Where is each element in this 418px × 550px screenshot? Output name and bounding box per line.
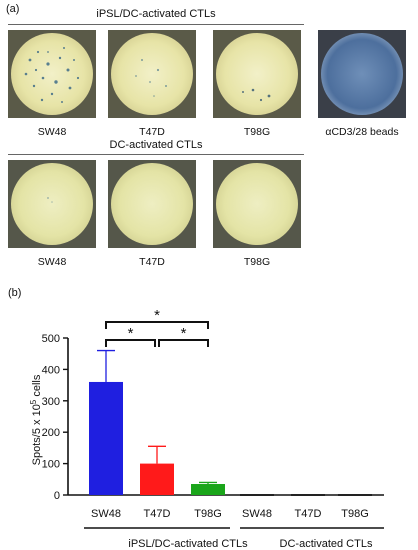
y-tick-label-2: 200 bbox=[42, 427, 60, 439]
sig-bracket-1 bbox=[105, 339, 156, 347]
panel-b-label: (b) bbox=[8, 287, 22, 299]
x-tick-label-0: SW48 bbox=[91, 508, 121, 520]
x-tick-label-3: SW48 bbox=[242, 508, 272, 520]
group-label-ipsl: iPSL/DC-activated CTLs bbox=[128, 538, 248, 550]
y-tick-label-4: 400 bbox=[42, 364, 60, 376]
well-label-dc-t47d: T47D bbox=[139, 256, 165, 268]
well-label-dc-t98g: T98G bbox=[243, 256, 271, 268]
y-tick-label-3: 300 bbox=[42, 396, 60, 408]
group1-rule bbox=[8, 24, 304, 25]
well-ipsl-sw48 bbox=[8, 30, 96, 118]
well-ipsl-t47d bbox=[108, 30, 196, 118]
sig-star-2: * bbox=[181, 325, 187, 342]
x-tick-label-2: T98G bbox=[194, 508, 222, 520]
x-tick-label-4: T47D bbox=[295, 508, 322, 520]
y-tick-label-5: 500 bbox=[42, 333, 60, 345]
well-dc-t98g bbox=[213, 160, 301, 248]
well-dc-sw48 bbox=[8, 160, 96, 248]
well-label-control: αCD3/28 beads bbox=[325, 126, 399, 138]
y-tick-label-0: 0 bbox=[54, 490, 60, 502]
sig-star-1: * bbox=[128, 325, 134, 342]
well-ipsl-t98g bbox=[213, 30, 301, 118]
well-control-beads bbox=[318, 30, 406, 118]
well-label-ipsl-t47d: T47D bbox=[139, 126, 165, 138]
sig-star-0: * bbox=[154, 307, 160, 324]
well-label-ipsl-t98g: T98G bbox=[243, 126, 271, 138]
panel-a-label: (a) bbox=[6, 3, 20, 15]
group-label-dc: DC-activated CTLs bbox=[280, 538, 373, 550]
well-label-ipsl-sw48: SW48 bbox=[37, 126, 67, 138]
sig-bracket-0 bbox=[105, 321, 209, 329]
bar-2 bbox=[191, 484, 225, 495]
bar-0 bbox=[89, 381, 123, 495]
group2-rule bbox=[8, 154, 304, 155]
well-dc-t47d bbox=[108, 160, 196, 248]
well-label-dc-sw48: SW48 bbox=[37, 256, 67, 268]
group2-title: DC-activated CTLs bbox=[109, 139, 203, 151]
y-tick-label-1: 100 bbox=[42, 459, 60, 471]
bar-chart: Spots/5 x 105 cells 0 100 200 300 400 500 * * *… bbox=[29, 307, 384, 550]
group1-title: iPSL/DC-activated CTLs bbox=[96, 8, 216, 20]
y-axis-label: Spots/5 x 105 cells bbox=[29, 374, 43, 465]
x-tick-label-5: T98G bbox=[341, 508, 369, 520]
sig-bracket-2 bbox=[158, 339, 209, 347]
bar-1 bbox=[140, 463, 174, 495]
x-tick-label-1: T47D bbox=[144, 508, 171, 520]
